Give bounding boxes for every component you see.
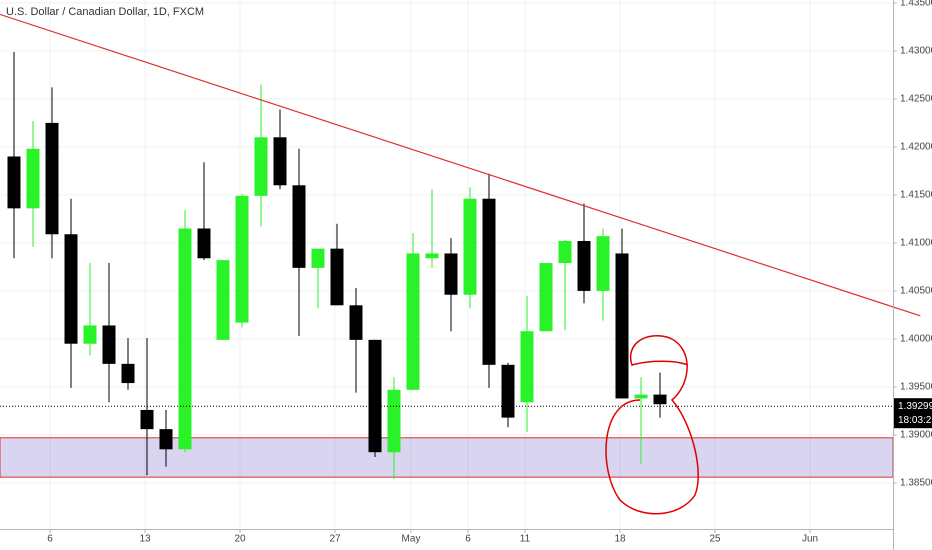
y-tick-label: 1.43000 <box>900 46 932 57</box>
candle-body <box>558 240 572 264</box>
y-tick-label: 1.42000 <box>900 142 932 153</box>
candle-body <box>577 240 591 291</box>
x-tick-label: 6 <box>47 534 53 545</box>
candle-body <box>311 248 325 268</box>
y-tick-label: 1.39000 <box>900 430 932 441</box>
trendline <box>0 13 921 317</box>
y-tick-label: 1.39500 <box>900 382 932 393</box>
candle-body <box>121 363 135 384</box>
candle-body <box>102 325 116 364</box>
candle-body <box>7 156 21 209</box>
candle-body <box>368 339 382 453</box>
candle-body <box>482 198 496 365</box>
x-tick-label: Jun <box>802 534 818 545</box>
x-tick-label: 18 <box>614 534 626 545</box>
countdown-label: 18:03:25 <box>898 415 932 426</box>
x-tick-label: 11 <box>520 534 531 545</box>
chart-title: U.S. Dollar / Canadian Dollar, 1D, FXCM <box>6 6 204 18</box>
candle-body <box>330 248 344 306</box>
x-tick-label: 6 <box>465 534 471 545</box>
candle-body <box>634 394 648 399</box>
y-tick-label: 1.43500 <box>900 0 932 9</box>
y-tick-label: 1.41000 <box>900 238 932 249</box>
candle-body <box>425 253 439 259</box>
last-price-label: 1.39299 <box>898 401 932 412</box>
y-tick-label: 1.40500 <box>900 286 932 297</box>
y-tick-label: 1.40000 <box>900 334 932 345</box>
candle-body <box>596 236 610 291</box>
candle-body <box>406 253 420 390</box>
candle-body <box>349 305 363 340</box>
y-tick-label: 1.41500 <box>900 190 932 201</box>
x-tick-label: 20 <box>234 534 246 545</box>
candle-body <box>26 148 40 209</box>
candle-body <box>387 389 401 453</box>
candle-body <box>254 137 268 196</box>
candle-body <box>520 331 534 403</box>
candle-body <box>197 228 211 259</box>
candle-body <box>615 253 629 399</box>
y-tick-label: 1.42500 <box>900 94 932 105</box>
candle-body <box>178 228 192 450</box>
candle-body <box>45 122 59 235</box>
last-price-box <box>894 398 932 429</box>
x-tick-label: 13 <box>139 534 151 545</box>
candle-body <box>159 429 173 450</box>
y-tick-label: 1.38500 <box>900 478 932 489</box>
plot <box>0 0 921 529</box>
candle-body <box>539 263 553 332</box>
x-tick-label: 25 <box>709 534 721 545</box>
candle-body <box>463 198 477 295</box>
candle-body <box>216 260 230 340</box>
support-zone <box>0 437 894 478</box>
candle-body <box>83 325 97 344</box>
candle-body <box>64 234 78 344</box>
candle-body <box>653 394 667 405</box>
candle-body <box>501 364 515 418</box>
x-tick-label: 27 <box>329 534 341 545</box>
freehand-circle <box>605 335 699 515</box>
candle-body <box>273 137 287 186</box>
candle-body <box>235 195 249 323</box>
candle-body <box>292 185 306 268</box>
candle-body <box>444 253 458 295</box>
x-tick-label: May <box>402 534 421 545</box>
candle-body <box>140 409 154 430</box>
